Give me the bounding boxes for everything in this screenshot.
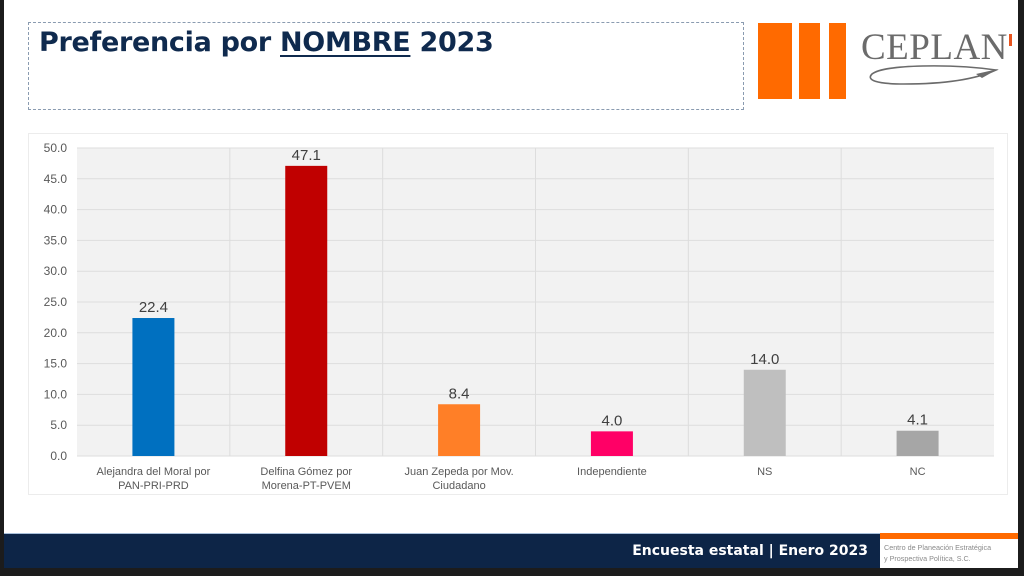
bar [132, 318, 175, 456]
data-label: 47.1 [292, 147, 321, 164]
x-tick-label: Ciudadano [432, 480, 485, 492]
bar [285, 165, 328, 456]
logo-bar [829, 23, 846, 99]
logo-name: CEPLAN [861, 27, 1008, 68]
x-tick-label: NC [910, 466, 926, 478]
data-label: 4.0 [601, 412, 622, 429]
y-tick-label: 30.0 [44, 264, 68, 278]
bar [896, 430, 939, 456]
footer-org-stripe [880, 533, 1018, 539]
y-tick-label: 15.0 [44, 357, 68, 371]
ceplan-logo-text: CEPLAN [861, 26, 1012, 69]
title-suffix: 2023 [410, 27, 494, 58]
y-tick-label: 25.0 [44, 295, 68, 309]
footer-org-box: Centro de Planeación Estratégica y Prosp… [880, 533, 1018, 568]
x-tick-label: PAN-PRI-PRD [118, 480, 189, 492]
title-box: Preferencia por NOMBRE 2023 [28, 22, 744, 110]
data-label: 22.4 [139, 299, 168, 316]
y-tick-label: 35.0 [44, 233, 68, 247]
footer-org-line2: y Prospectiva Política, S.C. [884, 554, 971, 563]
footer-survey-label: Encuesta estatal | Enero 2023 [632, 543, 868, 559]
slide: Preferencia por NOMBRE 2023 CEPLAN 0.0 5.… [4, 0, 1018, 576]
chart-card: 0.0 5.0 10.0 15.0 20.0 25.0 30.0 35.0 40.0 45.0 50… [28, 133, 1008, 495]
y-tick-label: 10.0 [44, 387, 68, 401]
footer-org-line1: Centro de Planeación Estratégica [884, 543, 992, 552]
y-tick-label: 5.0 [50, 418, 67, 432]
x-tick-label: NS [757, 466, 772, 478]
title-emphasis: NOMBRE [280, 27, 411, 58]
data-label: 8.4 [449, 385, 470, 402]
y-tick-label: 40.0 [44, 203, 68, 217]
bar [590, 431, 633, 456]
ceplan-logo-bars [758, 23, 846, 99]
bottom-strip [4, 568, 1018, 576]
x-tick-label: Morena-PT-PVEM [262, 480, 351, 492]
footer-bar: Encuesta estatal | Enero 2023 [4, 533, 1018, 569]
logo-bar [799, 23, 820, 99]
y-tick-label: 45.0 [44, 172, 68, 186]
x-tick-label: Independiente [577, 466, 647, 478]
title-prefix: Preferencia por [39, 27, 280, 58]
logo-accent [1008, 34, 1012, 46]
y-tick-label: 20.0 [44, 326, 68, 340]
logo-bar [758, 23, 792, 99]
logo-swoosh-icon [869, 65, 999, 85]
x-tick-label: Juan Zepeda por Mov. [404, 466, 513, 478]
data-label: 4.1 [907, 412, 928, 429]
x-tick-label: Delfina Gómez por [260, 466, 352, 478]
y-tick-label: 0.0 [50, 449, 67, 463]
bar [438, 404, 481, 456]
data-label: 14.0 [750, 351, 779, 368]
bar-chart: 0.0 5.0 10.0 15.0 20.0 25.0 30.0 35.0 40.0 45.0 50… [44, 141, 994, 492]
bar [743, 369, 786, 456]
page-title: Preferencia por NOMBRE 2023 [39, 27, 494, 58]
y-tick-label: 50.0 [44, 141, 68, 155]
x-tick-label: Alejandra del Moral por [97, 466, 211, 478]
